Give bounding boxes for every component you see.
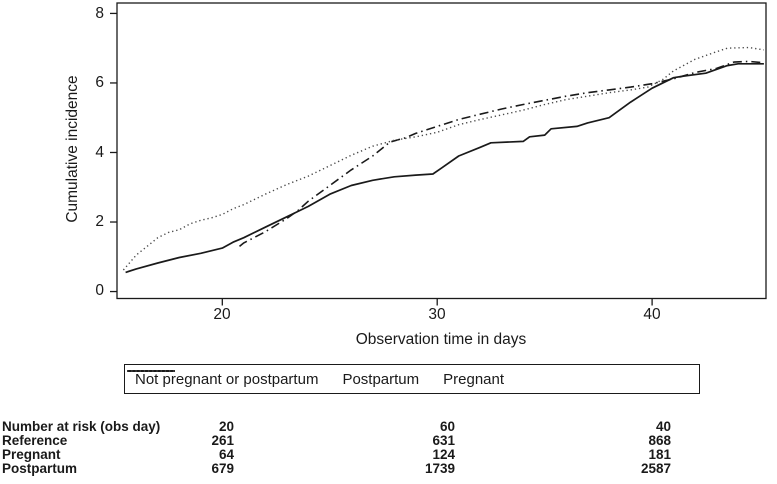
risk-row-label: Pregnant [2,447,61,462]
y-tick-label: 0 [95,282,104,299]
risk-table-row: Postpartum 679 1739 2587 [0,462,777,476]
risk-value: 261 [211,433,234,448]
legend-item-postpartum: Postpartum [127,370,420,388]
x-tick-label: 40 [643,306,661,323]
dash-dot-line-sample-icon [127,370,175,372]
risk-value: 60 [439,419,455,434]
risk-table-row: Number at risk (obs day) 20 60 40 [0,420,777,434]
risk-row-label: Postpartum [2,461,78,476]
y-tick-label: 8 [95,5,104,22]
dotted-line-sample-icon [127,370,175,372]
series-line-dash-dot [238,60,764,248]
x-tick-label: 30 [428,306,446,323]
x-tick-label: 20 [213,306,231,323]
plot-area [110,2,767,306]
risk-row-label: Reference [2,433,68,448]
x-axis-title: Observation time in days [355,331,527,348]
risk-table-row: Pregnant 64 124 181 [0,448,777,462]
risk-value: 124 [432,447,455,462]
y-tick-label: 6 [95,74,104,91]
risk-value: 2587 [640,461,671,476]
series-line-dotted [122,46,765,271]
risk-value: 1739 [424,461,455,476]
y-tick-label: 4 [95,144,104,161]
y-tick-label: 2 [95,213,104,230]
risk-value: 631 [432,433,455,448]
risk-row-label: Number at risk (obs day) [2,419,161,434]
risk-value: 40 [655,419,671,434]
legend-label: Pregnant [443,370,505,388]
risk-value: 20 [218,419,234,434]
risk-table-row: Reference 261 631 868 [0,434,777,448]
risk-value: 181 [648,447,671,462]
legend-item-pregnant: Pregnant [127,370,505,388]
risk-value: 64 [218,447,234,462]
legend-box: Not pregnant or postpartum Postpartum Pr… [124,364,700,394]
risk-value: 868 [648,433,671,448]
legend-label: Not pregnant or postpartum [135,370,319,388]
legend-label: Postpartum [342,370,420,388]
y-axis-title: Cumulative incidence [64,75,81,223]
risk-value: 679 [211,461,234,476]
series-line-solid [125,62,764,274]
